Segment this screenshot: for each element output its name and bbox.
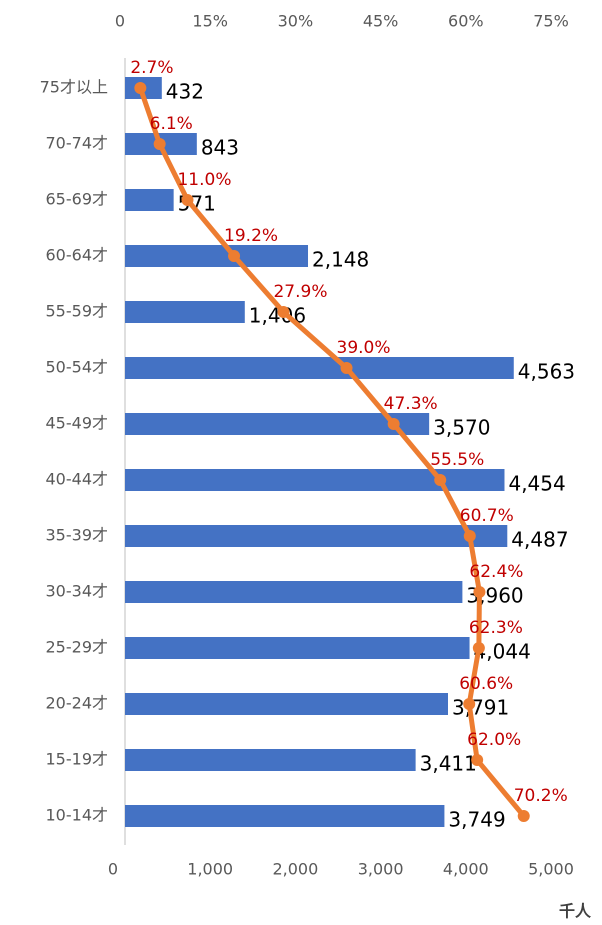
line-marker (134, 82, 147, 94)
x2-tick-label: 0 (115, 12, 125, 31)
x-tick-label: 2,000 (272, 860, 318, 879)
percent-label: 11.0% (177, 170, 231, 190)
x2-tick-label: 60% (448, 12, 484, 31)
value-label: 3,411 (420, 752, 477, 776)
line-marker (471, 754, 484, 766)
value-label: 3,749 (448, 808, 505, 832)
bar (125, 637, 470, 659)
value-label: 843 (201, 136, 239, 160)
bar (125, 749, 416, 771)
percent-label: 62.3% (469, 618, 523, 638)
percent-label: 60.7% (460, 506, 514, 526)
line-marker (434, 474, 447, 486)
bar (125, 413, 430, 435)
percent-label: 70.2% (514, 786, 568, 806)
percent-label: 39.0% (337, 338, 391, 358)
category-label: 35-39才 (46, 526, 109, 545)
percent-label: 62.4% (469, 562, 523, 582)
line-marker (463, 530, 476, 542)
bar (125, 189, 174, 211)
percent-label: 27.9% (273, 282, 327, 302)
category-label: 70-74才 (46, 134, 109, 153)
category-label: 10-14才 (46, 806, 109, 825)
category-label: 40-44才 (46, 470, 109, 489)
line-marker (463, 698, 476, 710)
line-marker (277, 306, 290, 318)
line-marker (228, 250, 241, 262)
percent-label: 62.0% (467, 730, 521, 750)
bar (125, 805, 445, 827)
value-label: 4,454 (508, 472, 565, 496)
value-label: 4,563 (518, 360, 575, 384)
category-label: 60-64才 (46, 246, 109, 265)
bar (125, 357, 514, 379)
category-label: 65-69才 (46, 190, 109, 209)
line-marker (340, 362, 353, 374)
bar (125, 581, 463, 603)
category-label: 25-29才 (46, 638, 109, 657)
x-tick-label: 5,000 (528, 860, 574, 879)
x-axis-title: 千人 (559, 902, 592, 921)
x2-tick-label: 15% (192, 12, 228, 31)
percent-label: 2.7% (130, 58, 173, 78)
line (137, 87, 526, 818)
x2-tick-label: 30% (278, 12, 314, 31)
bar (125, 525, 508, 547)
category-label: 75才以上 (40, 78, 108, 97)
category-label: 50-54才 (46, 358, 109, 377)
bar (125, 693, 448, 715)
category-label: 30-34才 (46, 582, 109, 601)
line-marker (387, 418, 400, 430)
percent-label: 55.5% (430, 450, 484, 470)
line-marker (472, 642, 485, 654)
line-marker (181, 194, 194, 206)
category-label: 45-49才 (46, 414, 109, 433)
value-label: 4,487 (511, 528, 568, 552)
x-tick-label: 4,000 (443, 860, 489, 879)
value-label: 3,570 (433, 416, 490, 440)
value-label: 432 (166, 80, 204, 104)
line-marker (517, 810, 530, 822)
bar (125, 245, 309, 267)
value-label: 2,148 (312, 248, 369, 272)
line-marker (153, 138, 166, 150)
x-tick-label: 1,000 (187, 860, 233, 879)
category-label: 55-59才 (46, 302, 109, 321)
category-label: 20-24才 (46, 694, 109, 713)
percent-label: 6.1% (150, 114, 193, 134)
x2-tick-label: 45% (363, 12, 399, 31)
bar (125, 469, 505, 491)
percent-label: 60.6% (459, 674, 513, 694)
percent-label: 19.2% (224, 226, 278, 246)
x-tick-label: 0 (108, 860, 118, 879)
x-tick-label: 3,000 (358, 860, 404, 879)
bar (125, 301, 245, 323)
value-label: 3,791 (452, 696, 509, 720)
category-label: 15-19才 (46, 750, 109, 769)
line-marker (473, 586, 486, 598)
x2-tick-label: 75% (533, 12, 569, 31)
percent-label: 47.3% (384, 394, 438, 414)
